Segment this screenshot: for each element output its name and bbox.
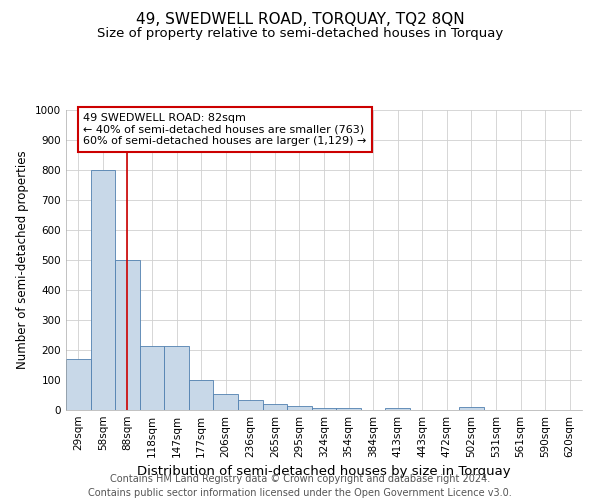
Bar: [287, 406, 312, 410]
Bar: [263, 404, 287, 410]
Bar: [189, 380, 214, 410]
Text: Contains HM Land Registry data © Crown copyright and database right 2024.
Contai: Contains HM Land Registry data © Crown c…: [88, 474, 512, 498]
Bar: [238, 400, 263, 410]
Text: 49 SWEDWELL ROAD: 82sqm
← 40% of semi-detached houses are smaller (763)
60% of s: 49 SWEDWELL ROAD: 82sqm ← 40% of semi-de…: [83, 113, 367, 146]
X-axis label: Distribution of semi-detached houses by size in Torquay: Distribution of semi-detached houses by …: [137, 466, 511, 478]
Bar: [214, 394, 238, 410]
Bar: [385, 408, 410, 410]
Bar: [66, 359, 91, 410]
Bar: [91, 170, 115, 410]
Bar: [115, 260, 140, 410]
Bar: [336, 408, 361, 410]
Bar: [459, 407, 484, 410]
Y-axis label: Number of semi-detached properties: Number of semi-detached properties: [16, 150, 29, 370]
Bar: [164, 346, 189, 410]
Bar: [140, 346, 164, 410]
Text: 49, SWEDWELL ROAD, TORQUAY, TQ2 8QN: 49, SWEDWELL ROAD, TORQUAY, TQ2 8QN: [136, 12, 464, 28]
Text: Size of property relative to semi-detached houses in Torquay: Size of property relative to semi-detach…: [97, 28, 503, 40]
Bar: [312, 408, 336, 410]
